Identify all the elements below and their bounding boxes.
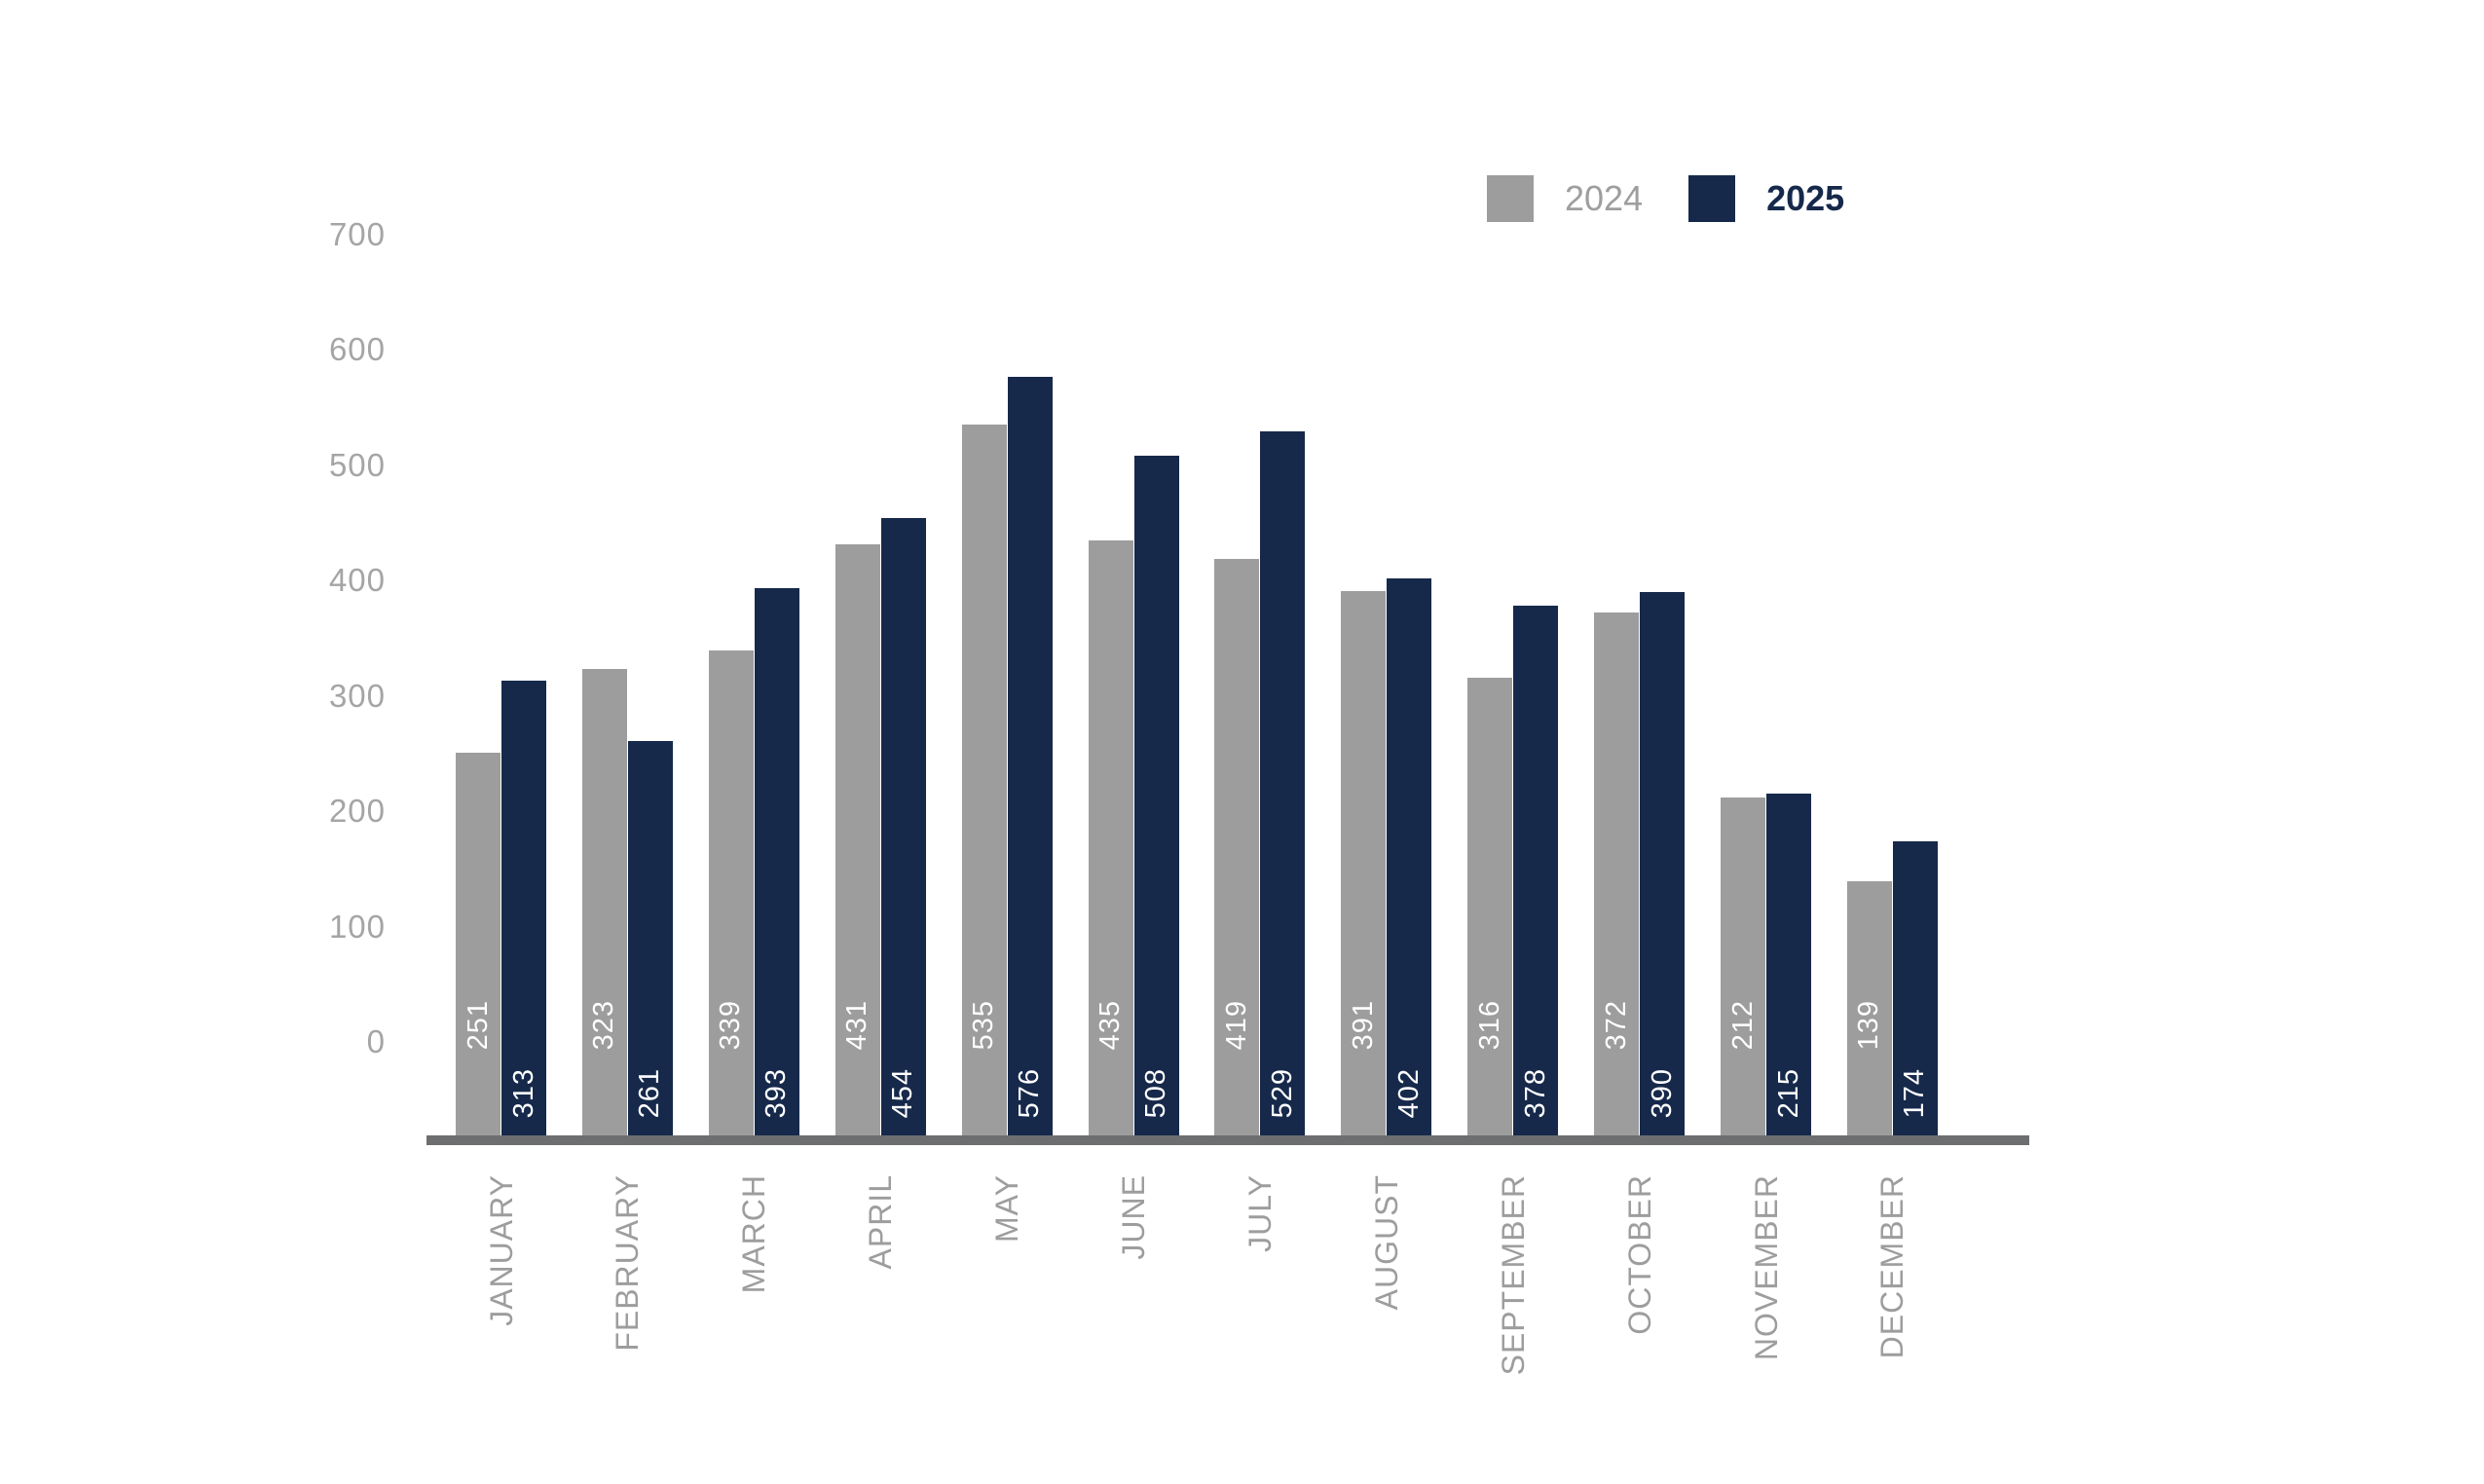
y-tick-label-300: 300	[328, 677, 386, 714]
y-tick-label-200: 200	[328, 793, 386, 829]
y-tick-label-600: 600	[328, 331, 386, 367]
plot-area: 251 313 JANUARY 323 261 FEBRUARY 339 393 MARCH 43…	[426, 0, 2029, 1484]
y-tick-label-400: 400	[328, 562, 386, 598]
y-tick-label-100: 100	[328, 908, 386, 945]
bar-2025-march: 393	[754, 588, 799, 1135]
x-category-label-march: MARCH	[736, 1174, 772, 1294]
value-label-2024-june: 435	[1094, 999, 1127, 1050]
month-group-january: 251 313 JANUARY	[456, 0, 546, 1326]
bar-2025-february: 261	[627, 740, 673, 1135]
bar-2024-september: 316	[1467, 677, 1513, 1135]
x-category-label-june: JUNE	[1116, 1174, 1152, 1260]
bar-2025-april: 454	[880, 518, 926, 1135]
legend-swatch-2024	[1487, 175, 1534, 222]
month-group-november: 212 215 NOVEMBER	[1721, 0, 1812, 1360]
x-category-label-october: OCTOBER	[1621, 1174, 1657, 1335]
y-tick-label-0: 0	[366, 1023, 386, 1059]
value-label-2025-march: 393	[760, 1067, 793, 1118]
value-label-2025-january: 313	[507, 1067, 539, 1118]
x-axis-line	[426, 1135, 2029, 1145]
month-group-april: 431 454 APRIL	[834, 0, 926, 1269]
bar-2024-april: 431	[834, 544, 880, 1135]
x-category-label-november: NOVEMBER	[1748, 1174, 1784, 1361]
legend-item-2024: 2024	[1487, 175, 1643, 222]
x-category-label-april: APRIL	[863, 1174, 899, 1270]
value-label-2024-september: 316	[1473, 999, 1505, 1050]
value-label-2025-may: 576	[1014, 1067, 1046, 1118]
bar-2025-july: 529	[1260, 431, 1306, 1135]
value-label-2025-april: 454	[887, 1067, 919, 1118]
value-label-2024-january: 251	[462, 999, 494, 1050]
bar-2024-may: 535	[961, 425, 1007, 1135]
bar-2024-december: 139	[1846, 881, 1892, 1135]
month-group-may: 535 576 MAY	[961, 0, 1053, 1243]
value-label-2024-july: 419	[1220, 999, 1252, 1050]
value-label-2024-april: 431	[841, 999, 873, 1050]
value-label-2024-october: 372	[1600, 999, 1632, 1050]
value-label-2025-november: 215	[1772, 1067, 1804, 1118]
value-label-2024-may: 535	[968, 999, 1000, 1050]
month-group-march: 339 393 MARCH	[708, 0, 799, 1293]
month-group-june: 435 508 JUNE	[1088, 0, 1179, 1260]
y-axis: 0 100 200 300 400 500 600 700	[0, 0, 386, 1484]
legend-item-2025: 2025	[1688, 175, 1844, 222]
legend-label-2024: 2024	[1565, 178, 1644, 218]
month-group-september: 316 378 SEPTEMBER	[1467, 0, 1559, 1375]
bar-2025-october: 390	[1640, 591, 1686, 1135]
bar-2024-august: 391	[1341, 590, 1387, 1135]
bar-2025-january: 313	[501, 681, 546, 1135]
value-label-2025-august: 402	[1392, 1067, 1425, 1118]
bar-2025-august: 402	[1387, 577, 1432, 1135]
month-group-october: 372 390 OCTOBER	[1594, 0, 1686, 1335]
value-label-2025-october: 390	[1646, 1067, 1678, 1118]
bar-2025-may: 576	[1007, 377, 1053, 1135]
bar-2025-june: 508	[1133, 456, 1179, 1135]
x-category-label-february: FEBRUARY	[610, 1174, 646, 1352]
value-label-2024-august: 391	[1347, 999, 1379, 1050]
bar-2024-february: 323	[581, 669, 627, 1135]
month-group-july: 419 529 JULY	[1214, 0, 1306, 1252]
bar-2024-october: 372	[1594, 612, 1640, 1135]
bar-2025-november: 215	[1766, 794, 1812, 1135]
value-label-2024-march: 339	[715, 999, 747, 1050]
bar-2024-march: 339	[708, 650, 754, 1135]
value-label-2024-february: 323	[588, 999, 620, 1050]
bar-2024-july: 419	[1214, 558, 1260, 1135]
value-label-2025-february: 261	[634, 1067, 666, 1118]
bar-2024-november: 212	[1721, 797, 1766, 1135]
x-category-label-may: MAY	[989, 1174, 1025, 1243]
y-tick-label-500: 500	[328, 446, 386, 483]
value-label-2025-july: 529	[1266, 1067, 1298, 1118]
x-category-label-december: DECEMBER	[1874, 1174, 1910, 1359]
month-group-december: 139 174 DECEMBER	[1846, 0, 1938, 1358]
bar-2024-june: 435	[1088, 539, 1133, 1135]
bar-2025-december: 174	[1892, 840, 1938, 1135]
x-category-label-september: SEPTEMBER	[1495, 1174, 1531, 1376]
value-label-2024-december: 139	[1853, 999, 1885, 1050]
x-category-label-july: JULY	[1242, 1174, 1278, 1252]
legend: 2024 2025	[1487, 175, 1844, 222]
y-tick-label-700: 700	[328, 215, 386, 252]
bar-2025-september: 378	[1513, 606, 1559, 1135]
bars-container: 251 313 JANUARY 323 261 FEBRUARY 339 393 MARCH 43…	[456, 0, 1938, 1375]
value-label-2025-december: 174	[1899, 1067, 1931, 1118]
value-label-2025-june: 508	[1140, 1067, 1172, 1118]
bar-2024-january: 251	[456, 752, 501, 1135]
legend-swatch-2025	[1688, 175, 1736, 222]
x-category-label-august: AUGUST	[1368, 1174, 1404, 1311]
value-label-2025-september: 378	[1519, 1067, 1551, 1118]
legend-label-2025: 2025	[1766, 178, 1845, 218]
month-group-august: 391 402 AUGUST	[1341, 0, 1432, 1310]
x-category-label-january: JANUARY	[483, 1174, 519, 1326]
month-group-february: 323 261 FEBRUARY	[581, 0, 673, 1352]
value-label-2024-november: 212	[1726, 999, 1759, 1050]
